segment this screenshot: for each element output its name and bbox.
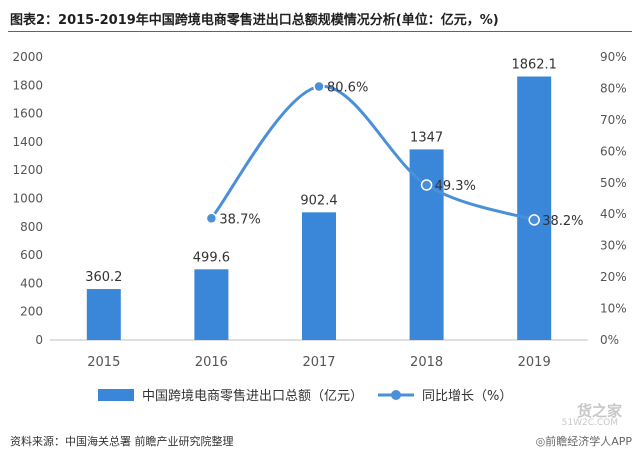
bar-value-label: 1862.1: [511, 58, 557, 73]
y-right-tick-label: 90%: [600, 50, 627, 64]
x-tick-label: 2017: [302, 355, 335, 370]
title-underline: [8, 31, 632, 32]
bar-2019: [517, 76, 552, 340]
y-right-tick-label: 70%: [600, 113, 627, 127]
y-right-tick-label: 30%: [600, 239, 627, 253]
y-left-tick-label: 1600: [12, 107, 43, 121]
chart-title: 图表2：2015-2019年中国跨境电商零售进出口总额规模情况分析(单位：亿元，…: [10, 13, 499, 28]
y-left-tick-label: 2000: [12, 50, 43, 64]
x-tick-label: 2019: [518, 355, 551, 370]
x-tick-label: 2016: [195, 355, 228, 370]
growth-rate-label: 49.3%: [435, 179, 476, 194]
bar-value-label: 499.6: [193, 250, 230, 265]
legend-label-bar: 中国跨境电商零售进出口总额（亿元）: [142, 388, 363, 404]
watermark-url: 51W2C.COM: [561, 418, 618, 428]
y-left-tick-label: 1800: [12, 78, 43, 92]
y-right-tick-label: 10%: [600, 302, 627, 316]
y-left-tick-label: 200: [20, 305, 43, 319]
bar-2017: [302, 212, 336, 340]
y-right-tick-label: 20%: [600, 270, 627, 284]
bar-value-label: 360.2: [85, 270, 122, 285]
watermark-logo-text: 货之家: [576, 402, 622, 420]
growth-rate-point-2019: [528, 214, 540, 226]
legend-swatch-bar: [98, 389, 134, 401]
growth-rate-label: 38.2%: [542, 214, 583, 229]
x-tick-label: 2015: [87, 355, 120, 370]
y-left-tick-label: 0: [35, 333, 43, 347]
y-left-tick-label: 1400: [12, 135, 43, 149]
x-tick-label: 2018: [410, 355, 443, 370]
bar-2016: [194, 269, 229, 340]
y-right-tick-label: 0%: [600, 333, 619, 347]
credit-line: ◎前瞻经济学人APP: [535, 435, 632, 448]
bar-value-label: 902.4: [300, 193, 337, 208]
growth-rate-point-2017: [313, 80, 325, 93]
growth-rate-line: [210, 85, 535, 222]
growth-rate-label: 80.6%: [327, 81, 368, 96]
growth-rate-point-2018: [420, 179, 433, 191]
y-left-tick-label: 1000: [12, 192, 43, 206]
y-right-tick-label: 40%: [600, 207, 627, 221]
growth-rate-point-2016: [205, 212, 218, 225]
source-note: 资料来源：中国海关总署 前瞻产业研究院整理: [10, 435, 234, 448]
legend-swatch-marker: [391, 390, 401, 400]
y-left-tick-label: 600: [20, 248, 43, 262]
y-left-tick-label: 800: [20, 220, 43, 234]
y-right-tick-label: 60%: [600, 144, 627, 158]
legend-label-line: 同比增长（%）: [422, 389, 512, 404]
bar-value-label: 1347: [410, 130, 443, 145]
bar-2015: [86, 289, 121, 340]
y-right-tick-label: 80%: [600, 81, 627, 95]
y-right-tick-label: 50%: [600, 176, 627, 190]
y-left-tick-label: 1200: [12, 163, 43, 177]
growth-rate-label: 38.7%: [219, 212, 260, 227]
y-left-tick-label: 400: [20, 276, 43, 290]
